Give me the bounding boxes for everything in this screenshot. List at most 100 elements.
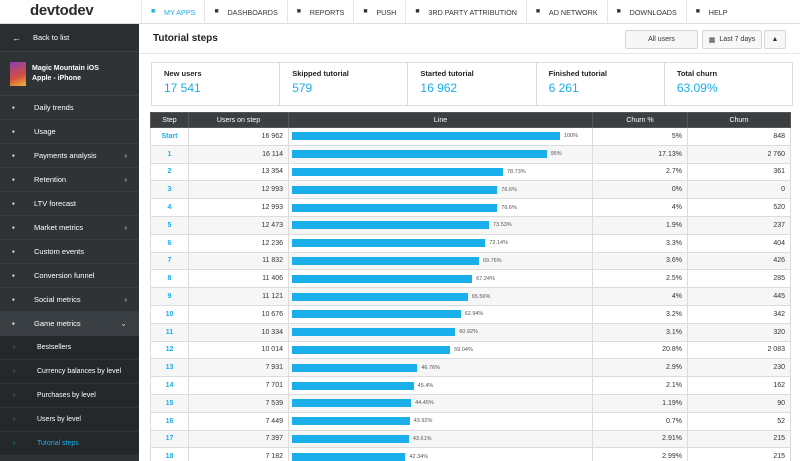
- metric-card: Finished tutorial 6 261: [537, 63, 665, 105]
- line-cell: 69.76%: [288, 251, 593, 271]
- table-row: 3 12 993 76.6% 0% 0: [150, 180, 791, 200]
- progress-bar: [292, 417, 410, 426]
- app-selector[interactable]: Magic Mountain iOS Apple - iPhone: [0, 52, 139, 96]
- step-link[interactable]: 12: [150, 340, 189, 360]
- sidebar-item-ltv-forecast[interactable]: ▪ LTV forecast: [0, 192, 139, 216]
- line-cell: 62.94%: [288, 304, 593, 324]
- progress-bar: [292, 381, 414, 390]
- sidebar-item-label: Payments analysis: [34, 151, 97, 160]
- column-header[interactable]: Line: [288, 112, 593, 128]
- step-link[interactable]: 7: [150, 251, 189, 271]
- step-link[interactable]: 5: [150, 215, 189, 235]
- sidebar-subitem-purchases-by-level[interactable]: › Purchases by level: [0, 384, 139, 408]
- step-link[interactable]: 8: [150, 269, 189, 289]
- apps-grid-icon: ■: [151, 8, 156, 15]
- step-link[interactable]: 16: [150, 411, 189, 431]
- line-cell: 78.73%: [288, 162, 593, 182]
- step-link[interactable]: 13: [150, 358, 189, 378]
- sidebar-item-game-metrics[interactable]: ▪ Game metrics ⌄: [0, 312, 139, 336]
- sidebar-subitem-label: Bestsellers: [37, 344, 72, 351]
- churn-percent: 17.13%: [592, 144, 688, 164]
- progress-bar: [292, 363, 418, 372]
- churn-percent: 2.99%: [592, 447, 688, 461]
- step-link[interactable]: 11: [150, 322, 189, 342]
- chevron-right-icon: ›: [124, 151, 127, 160]
- column-header[interactable]: Step: [150, 112, 189, 128]
- table-row: 5 12 473 73.53% 1.9% 237: [150, 215, 791, 235]
- churn-count: 404: [687, 233, 791, 253]
- main-content: Tutorial steps All users ▦ Last 7 days ▲…: [139, 24, 800, 461]
- step-link[interactable]: 1: [150, 144, 189, 164]
- users-on-step: 11 406: [188, 269, 289, 289]
- step-link[interactable]: 18: [150, 447, 189, 461]
- nav-downloads[interactable]: ■ DOWNLOADS: [606, 0, 686, 24]
- metric-label: Total churn: [676, 69, 718, 78]
- reports-icon: ■: [296, 8, 301, 15]
- step-link[interactable]: 10: [150, 304, 189, 324]
- step-link[interactable]: 9: [150, 287, 189, 306]
- bar-percent-label: 67.24%: [476, 275, 495, 282]
- nav-label: PUSH: [376, 7, 397, 17]
- step-link[interactable]: 6: [150, 233, 189, 253]
- sidebar-item-custom-events[interactable]: ▪ Custom events: [0, 240, 139, 264]
- table-header-row: Step Users on step Line Churn % Churn: [150, 112, 791, 128]
- step-link[interactable]: 3: [150, 180, 189, 200]
- metric-card: Skipped tutorial 579: [280, 63, 409, 105]
- nav-dashboards[interactable]: ■ DASHBOARDS: [204, 0, 286, 24]
- devtodev-logo[interactable]: devtodev: [30, 2, 94, 19]
- nav-my-apps[interactable]: ■ MY APPS: [141, 0, 204, 24]
- column-header[interactable]: Churn: [687, 112, 791, 128]
- nav-reports[interactable]: ■ REPORTS: [286, 0, 354, 24]
- education-icon[interactable]: ▲: [764, 30, 786, 49]
- summary-metrics: New users 17 541 Skipped tutorial 579 Starte…: [151, 62, 793, 106]
- progress-bar: [292, 185, 498, 194]
- segment-filter-button[interactable]: All users: [625, 30, 698, 49]
- nav-push[interactable]: ■ PUSH: [353, 0, 405, 24]
- progress-bar: [292, 132, 560, 141]
- bar-percent-label: 78.73%: [506, 168, 526, 175]
- step-link[interactable]: 4: [150, 198, 189, 217]
- progress-bar: [292, 239, 486, 248]
- churn-percent: 1.9%: [592, 215, 688, 235]
- sidebar-item-market-metrics[interactable]: ▪ Market metrics ›: [0, 216, 139, 240]
- date-range-button[interactable]: ▦ Last 7 days: [702, 30, 762, 49]
- line-cell: 73.53%: [288, 215, 593, 235]
- column-header[interactable]: Users on step: [188, 112, 289, 128]
- step-link[interactable]: 17: [150, 429, 189, 449]
- sidebar-subitem-bestsellers[interactable]: › Bestsellers: [0, 336, 139, 360]
- churn-percent: 3.6%: [592, 251, 688, 271]
- sidebar-subitem-tutorial-steps[interactable]: › Tutorial steps: [0, 432, 139, 456]
- nav-3rd-party-attribution[interactable]: ■ 3RD PARTY ATTRIBUTION: [405, 0, 526, 24]
- progress-bar: [292, 328, 456, 337]
- step-link[interactable]: 2: [150, 162, 189, 182]
- sidebar-item-retention[interactable]: ▪ Retention ›: [0, 168, 139, 192]
- churn-count: 215: [687, 447, 791, 461]
- page-title: Tutorial steps: [153, 33, 218, 44]
- sidebar-item-payments-analysis[interactable]: ▪ Payments analysis ›: [0, 144, 139, 168]
- sidebar-item-conversion-funnel[interactable]: ▪ Conversion funnel: [0, 264, 139, 288]
- sidebar-item-social-metrics[interactable]: ▪ Social metrics ›: [0, 288, 139, 312]
- bar-percent-label: 100%: [564, 133, 579, 140]
- sidebar-item-daily-trends[interactable]: ▪ Daily trends: [0, 96, 139, 120]
- sidebar-item-usage[interactable]: ▪ Usage: [0, 120, 139, 144]
- sidebar-item-label: Social metrics: [34, 295, 81, 304]
- line-cell: 72.14%: [288, 233, 593, 253]
- column-header[interactable]: Churn %: [592, 112, 688, 128]
- churn-count: 52: [687, 411, 791, 431]
- sidebar-item-label: Market metrics: [34, 223, 84, 232]
- back-to-list-button[interactable]: ← Back to list: [0, 24, 139, 52]
- churn-percent: 3.3%: [592, 233, 688, 253]
- step-link[interactable]: 14: [150, 376, 189, 395]
- step-link[interactable]: Start: [150, 127, 189, 146]
- line-cell: 59.04%: [288, 340, 593, 360]
- sidebar-subitem-users-by-level[interactable]: › Users by level: [0, 408, 139, 432]
- nav-ad-network[interactable]: ■ AD NETWORK: [525, 0, 607, 24]
- churn-percent: 5%: [592, 127, 688, 146]
- sidebar-subitem-label: Users by level: [37, 416, 81, 423]
- step-link[interactable]: 15: [150, 393, 189, 413]
- nav-help[interactable]: ■ HELP: [685, 0, 737, 24]
- chevron-right-icon: ›: [13, 392, 16, 399]
- users-on-step: 7 701: [188, 376, 289, 395]
- sidebar-subitem-currency-balances-by-level[interactable]: › Currency balances by level: [0, 360, 139, 384]
- sidebar-subitem-label: Tutorial steps: [37, 440, 79, 447]
